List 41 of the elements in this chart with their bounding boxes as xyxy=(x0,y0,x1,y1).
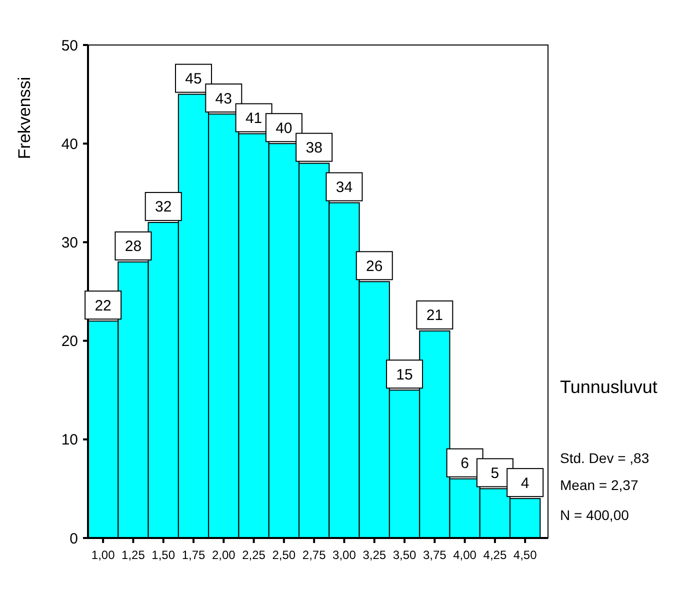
data-label: 34 xyxy=(336,179,353,196)
data-label: 22 xyxy=(94,297,112,314)
x-tick-label: 1,00 xyxy=(91,548,116,562)
data-label: 26 xyxy=(366,258,383,275)
data-label: 38 xyxy=(306,140,322,157)
data-label: 41 xyxy=(245,110,262,127)
x-tick-label: 3,00 xyxy=(332,548,356,562)
x-tick-label: 3,50 xyxy=(392,548,417,562)
x-tick-label: 3,75 xyxy=(422,548,447,562)
data-label: 5 xyxy=(490,464,500,482)
y-tick-label: 0 xyxy=(70,530,78,548)
x-tick-label: 2,00 xyxy=(212,548,236,562)
data-label: 45 xyxy=(185,70,202,88)
y-tick-label: 50 xyxy=(61,37,78,54)
y-axis-title: Frekvenssi xyxy=(15,76,34,160)
text: N = 400,00 xyxy=(560,507,630,523)
x-tick-label: 2,75 xyxy=(302,548,326,562)
text: Std. Dev = ,83 xyxy=(560,450,650,466)
x-tick-label: 1,75 xyxy=(182,548,206,562)
text: Tunnusluvut xyxy=(560,377,658,397)
x-tick-label: 2,50 xyxy=(272,548,296,562)
data-label: 4 xyxy=(520,474,530,492)
y-tick-label: 10 xyxy=(61,432,78,449)
data-label: 43 xyxy=(215,90,232,108)
x-tick-label: 4,00 xyxy=(453,548,477,562)
data-label: 40 xyxy=(276,120,292,137)
data-label: 6 xyxy=(460,455,469,472)
data-label: 15 xyxy=(396,366,413,384)
x-tick-label: 3,25 xyxy=(362,548,386,562)
y-tick-label: 30 xyxy=(61,234,78,252)
x-tick-label: 1,25 xyxy=(122,548,146,562)
x-tick-label: 2,25 xyxy=(242,548,266,562)
x-tick-label: 4,50 xyxy=(513,548,538,562)
data-label: 21 xyxy=(426,307,443,324)
data-label: 28 xyxy=(124,238,142,256)
y-tick-label: 20 xyxy=(61,333,78,350)
y-tick-label: 40 xyxy=(61,136,78,153)
text: Mean = 2,37 xyxy=(560,477,638,493)
x-tick-label: 1,50 xyxy=(152,548,176,562)
x-tick-label: 4,25 xyxy=(483,548,507,562)
data-label: 32 xyxy=(155,198,172,216)
